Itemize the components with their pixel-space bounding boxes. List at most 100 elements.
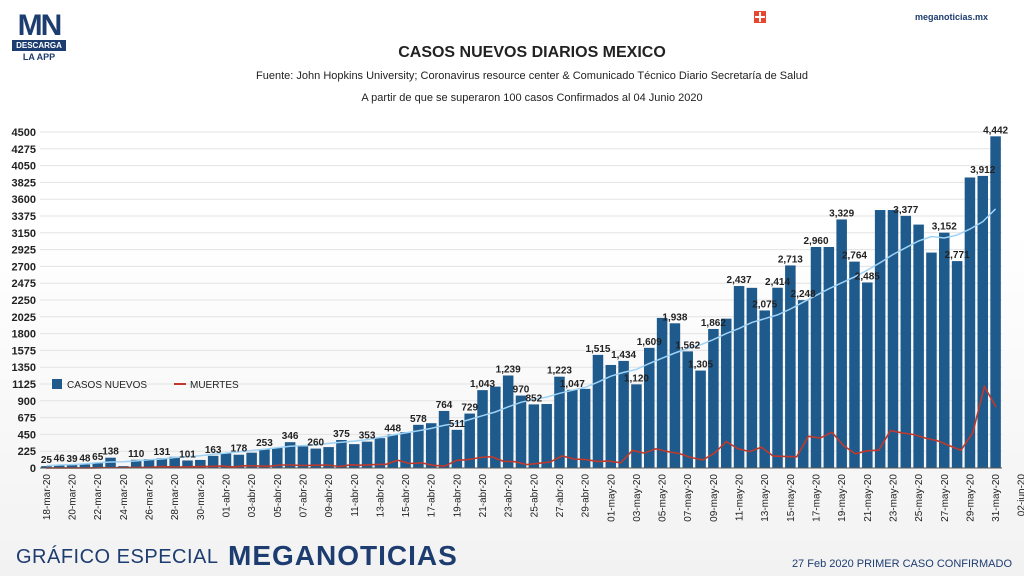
bar [451, 429, 463, 468]
x-tick-label: 29-abr-20 [581, 474, 592, 518]
x-tick-label: 23-may-20 [889, 474, 900, 522]
data-label: 131 [154, 447, 171, 458]
bar [284, 442, 296, 468]
data-label: 1,043 [470, 379, 495, 390]
data-label: 4,442 [983, 125, 1008, 136]
y-tick-label: 0 [30, 463, 36, 475]
bar [746, 287, 758, 468]
y-tick-label: 3375 [12, 211, 36, 223]
x-tick-label: 21-may-20 [863, 474, 874, 522]
bar [246, 452, 257, 468]
data-label: 3,329 [829, 208, 854, 219]
y-tick-label: 4050 [12, 161, 36, 173]
data-label: 2,713 [778, 254, 803, 265]
bar [990, 136, 1001, 468]
bar [413, 424, 424, 468]
x-tick-label: 17-abr-20 [427, 474, 438, 518]
data-label: 1,515 [585, 344, 610, 355]
data-label: 346 [282, 431, 299, 442]
x-tick-label: 01-may-20 [606, 474, 617, 522]
data-label: 3,912 [970, 165, 995, 176]
average-line [46, 208, 997, 467]
x-tick-label: 27-may-20 [940, 474, 951, 522]
bar [964, 177, 976, 469]
bar [387, 434, 398, 468]
x-tick-label: 07-abr-20 [298, 474, 309, 518]
chart-title: CASOS NUEVOS DIARIOS MEXICO [398, 44, 666, 61]
bar [541, 404, 552, 468]
bar [939, 232, 950, 468]
bar [592, 354, 604, 468]
footer-brand: MEGANOTICIAS [228, 540, 458, 571]
deaths-line [45, 384, 997, 469]
bar [464, 413, 475, 468]
y-tick-label: 225 [18, 446, 36, 458]
data-label: 1,862 [701, 318, 726, 329]
bar [810, 246, 822, 468]
bar [156, 458, 168, 468]
bar [79, 464, 91, 468]
data-label: 2,485 [855, 271, 880, 282]
x-tick-label: 31-may-20 [991, 474, 1002, 522]
y-tick-label: 2025 [12, 312, 36, 324]
x-tick-label: 01-abr-20 [222, 474, 233, 518]
x-tick-label: 07-may-20 [683, 474, 694, 522]
bar [502, 375, 514, 468]
x-tick-label: 27-abr-20 [555, 474, 566, 518]
bar [733, 286, 745, 468]
bar [605, 364, 617, 468]
y-tick-label: 1350 [12, 362, 36, 374]
data-label: 110 [128, 449, 145, 460]
x-tick-label: 05-abr-20 [273, 474, 284, 518]
chart-subtitle: A partir de que se superaron 100 casos C… [361, 92, 703, 104]
x-tick-label: 22-mar-20 [93, 474, 104, 521]
bar [169, 456, 180, 468]
x-tick-label: 20-mar-20 [68, 474, 79, 521]
data-label: 1,609 [637, 337, 662, 348]
x-tick-label: 26-mar-20 [145, 474, 156, 521]
meganoticias-logo[interactable]: MN DESCARGA LA APP [12, 11, 66, 63]
bar [130, 459, 142, 468]
bar [823, 246, 835, 468]
bar [490, 386, 501, 468]
x-tick-label: 30-mar-20 [196, 474, 207, 521]
bar [105, 457, 116, 468]
bar [656, 317, 668, 468]
bar [785, 265, 796, 468]
footer-note: 27 Feb 2020 PRIMER CASO CONFIRMADO [791, 558, 1012, 570]
x-tick-label: 28-mar-20 [170, 474, 181, 521]
data-label: 46 [54, 454, 66, 465]
data-label: 1,434 [611, 350, 636, 361]
data-label: 852 [525, 393, 542, 404]
data-label: 2,764 [842, 251, 867, 262]
x-tick-label: 21-abr-20 [478, 474, 489, 518]
data-label: 163 [205, 445, 222, 456]
chart-source: Fuente: John Hopkins University; Coronav… [256, 70, 808, 82]
x-tick-label: 09-may-20 [709, 474, 720, 522]
bar [182, 460, 193, 468]
x-tick-label: 03-abr-20 [247, 474, 258, 518]
data-label: 375 [333, 429, 350, 440]
data-label: 25 [41, 455, 53, 466]
bar [41, 466, 52, 468]
bar [644, 347, 655, 468]
bar [323, 447, 334, 468]
x-tick-label: 23-abr-20 [504, 474, 515, 518]
data-label: 65 [92, 452, 104, 463]
bar [682, 351, 694, 468]
broadcast-icon [754, 11, 766, 23]
bar [874, 210, 886, 468]
y-tick-label: 1800 [12, 329, 36, 341]
bar [515, 395, 527, 468]
bar [233, 454, 245, 468]
x-tick-label: 15-may-20 [786, 474, 797, 522]
data-label: 448 [384, 424, 401, 435]
bar [977, 175, 989, 469]
site-url[interactable]: meganoticias.mx [914, 12, 988, 22]
data-label: 178 [230, 444, 247, 455]
x-tick-label: 09-abr-20 [324, 474, 335, 518]
data-label: 1,120 [624, 373, 649, 384]
data-label: 1,047 [560, 379, 585, 390]
y-tick-label: 900 [18, 396, 36, 408]
